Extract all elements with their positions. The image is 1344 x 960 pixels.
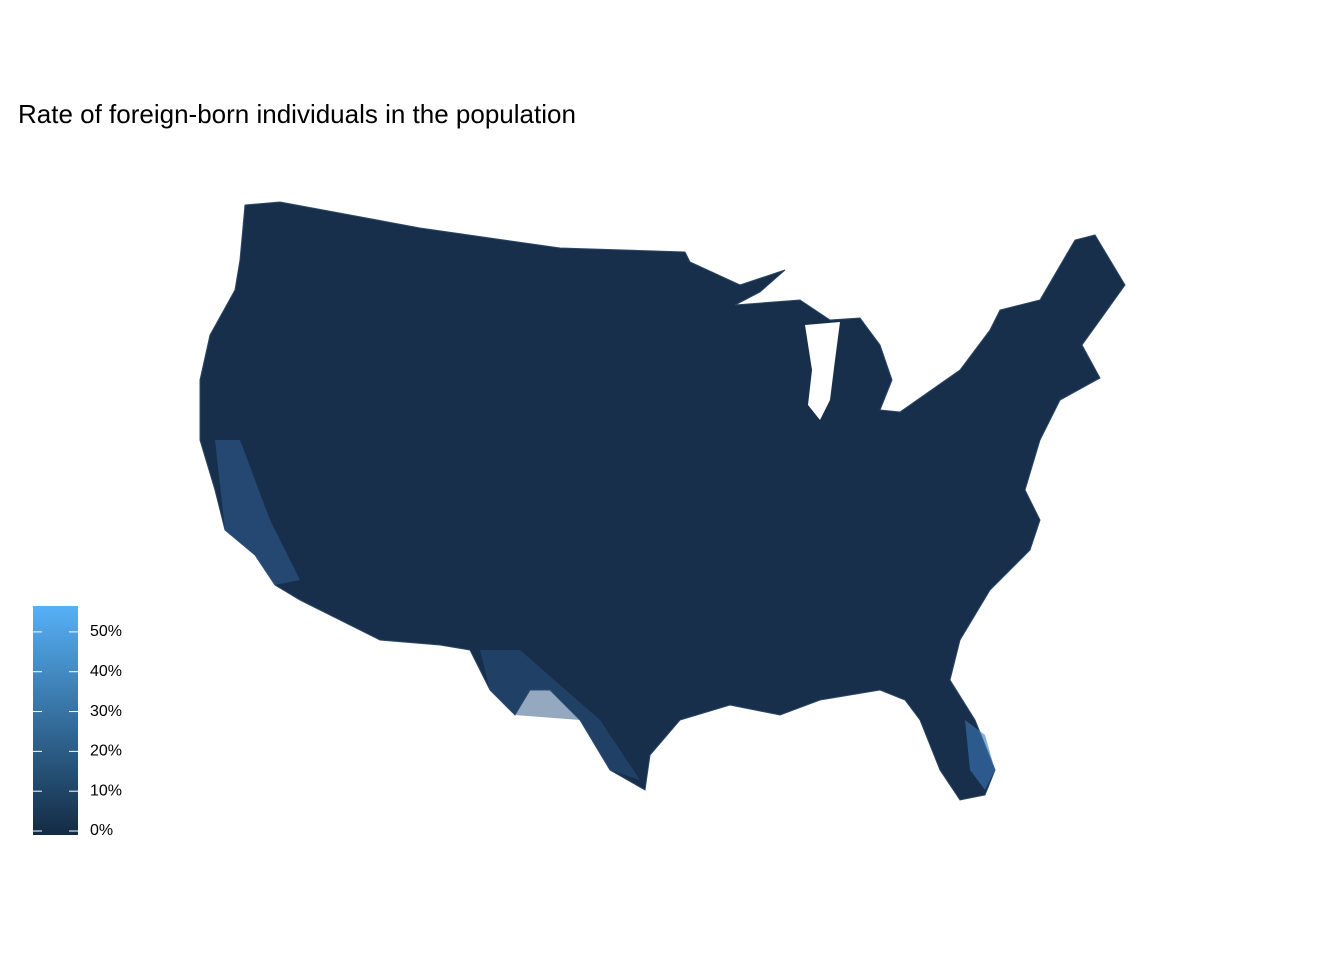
california-coast-shading: [215, 440, 300, 585]
color-legend: 0% 10% 20% 30% 40% 50%: [33, 606, 122, 839]
lake-michigan: [805, 322, 840, 420]
colorbar: [33, 606, 78, 835]
tick-label: 40%: [90, 663, 122, 680]
tick-label: 0%: [90, 822, 113, 839]
tick-label: 30%: [90, 703, 122, 720]
tick-label: 50%: [90, 623, 122, 640]
us-map: [199, 201, 1126, 801]
florida-shading: [965, 720, 995, 790]
texas-border-shading: [480, 650, 640, 780]
us-outline: [199, 201, 1126, 801]
map-title: Rate of foreign-born individuals in the …: [18, 99, 576, 129]
tick-label: 20%: [90, 743, 122, 760]
tick-label: 10%: [90, 782, 122, 799]
